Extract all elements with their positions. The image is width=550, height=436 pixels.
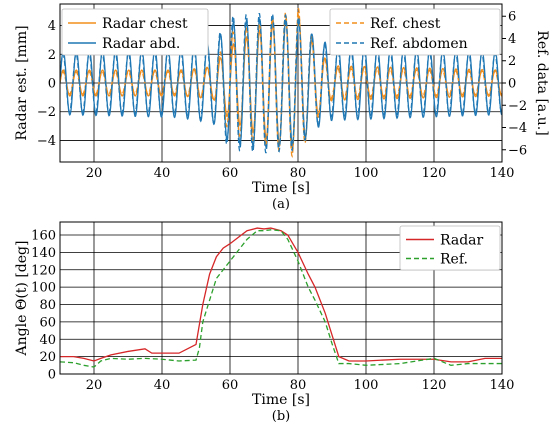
x-tick-label: 40 [154, 166, 171, 181]
x-tick-label: 20 [86, 166, 103, 181]
x-tick-label: 100 [354, 378, 379, 393]
panel-a-y-ticks-right: −6 −4 −2 0 2 4 6 [502, 10, 527, 158]
y-tick-label: −4 [37, 134, 56, 149]
y-tick-label: 20 [39, 350, 56, 365]
panel-a-y-ticks: −4 −2 0 2 4 [37, 19, 56, 149]
panel-a-chart: 20 40 60 80 100 120 140 −4 −2 0 2 4 −6 −4 −2 0 2 4 6 Tim… [14, 3, 550, 212]
panel-b-y-label: Angle Θ(t) [deg] [14, 241, 30, 357]
panel-b-frame [59, 221, 503, 375]
series-line-ref- [60, 229, 502, 368]
panel-a-series [60, 7, 502, 158]
x-tick-label: 120 [422, 166, 447, 181]
y-tick-label: 160 [31, 229, 56, 244]
y-tick-label: 0 [48, 368, 56, 383]
panel-a-x-ticks: 20 40 60 80 100 120 140 [86, 166, 515, 181]
panel-b-y-ticks: 0 20 40 60 80 100 120 140 160 [31, 229, 56, 383]
y-tick-label-right: −2 [508, 99, 527, 114]
y-tick-label: 140 [31, 246, 56, 261]
x-tick-label: 40 [154, 378, 171, 393]
y-tick-label: 120 [31, 263, 56, 278]
y-tick-label: 80 [39, 298, 56, 313]
y-tick-label: 100 [31, 281, 56, 296]
series-area [60, 7, 502, 158]
series-area [60, 227, 502, 368]
panel-b-x-ticks: 20 40 60 80 100 120 140 [86, 378, 515, 393]
y-tick-label-right: 2 [508, 54, 516, 69]
y-tick-label-right: −6 [508, 143, 527, 158]
legend-label: Ref. abdomen [370, 36, 468, 52]
panel-a-legend-left: Radar chest Radar abd. [61, 8, 209, 56]
x-tick-label: 100 [354, 166, 379, 181]
legend-label: Ref. chest [370, 16, 441, 32]
y-tick-label-right: 0 [508, 77, 516, 92]
panel-a-legend-right: Ref. chest Ref. abdomen [329, 8, 501, 56]
x-tick-label: 60 [222, 166, 239, 181]
legend-box [61, 8, 209, 56]
x-tick-label: 80 [290, 166, 307, 181]
x-tick-label: 80 [290, 378, 307, 393]
panel-b-chart: 20 40 60 80 100 120 140 020406080100120140160 … [14, 221, 515, 424]
x-tick-label: 140 [490, 378, 515, 393]
x-tick-label: 120 [422, 378, 447, 393]
x-tick-label: 60 [222, 378, 239, 393]
panel-b-series [60, 227, 502, 368]
panel-b-legend: Radar Ref. [399, 225, 501, 271]
panel-a-y-label: Radar est. [mm] [14, 25, 30, 140]
panel-a-x-label: Time [s] [252, 180, 310, 196]
x-tick-label: 20 [86, 378, 103, 393]
x-tick-label: 140 [490, 166, 515, 181]
legend-label: Radar abd. [102, 36, 180, 52]
y-tick-label-right: 6 [508, 10, 516, 25]
legend-label: Radar chest [102, 16, 188, 32]
y-tick-label: 4 [48, 19, 56, 34]
panel-b-caption: (b) [272, 409, 290, 424]
y-tick-label-right: 4 [508, 32, 516, 47]
legend-box [329, 8, 501, 56]
panel-b-x-label: Time [s] [252, 392, 310, 408]
panel-a-y-label-right: Ref. data [a.u.] [534, 30, 550, 135]
y-tick-label: 40 [39, 333, 56, 348]
y-tick-label: 2 [48, 48, 56, 63]
series-line-radar [60, 227, 502, 363]
series-line-ref-chest [60, 7, 502, 158]
y-tick-label: 0 [48, 77, 56, 92]
legend-label: Radar [440, 233, 484, 249]
panel-a-caption: (a) [272, 197, 290, 212]
y-tick-label: 60 [39, 315, 56, 330]
legend-label: Ref. [440, 252, 468, 268]
y-tick-label: −2 [37, 105, 56, 120]
y-tick-label-right: −4 [508, 121, 527, 136]
